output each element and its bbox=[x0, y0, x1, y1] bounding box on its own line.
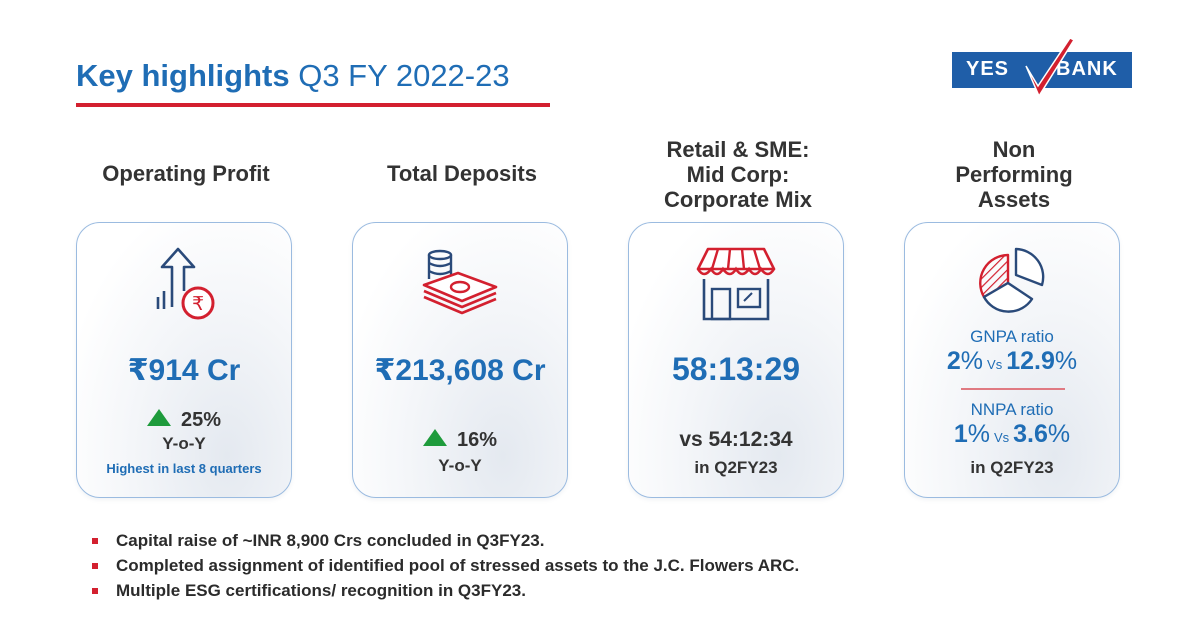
total-deposits-change-value: 16% bbox=[456, 429, 498, 451]
portfolio-mix-value: 58:13:29 bbox=[671, 351, 801, 387]
operating-profit-title: Operating Profit bbox=[102, 161, 270, 186]
nnpa-values: 1% Vs 3.6% bbox=[905, 420, 1119, 449]
npa-title: Non Performing Assets bbox=[894, 137, 1134, 212]
list-item: Capital raise of ~INR 8,900 Crs conclude… bbox=[92, 528, 799, 553]
operating-profit-change: 25% bbox=[77, 409, 291, 432]
total-deposits-period: Y-o-Y bbox=[438, 456, 482, 475]
bullet-square-icon bbox=[92, 538, 98, 544]
npa-title-line: Non bbox=[992, 137, 1036, 162]
gnpa-current-pct: % bbox=[960, 347, 984, 375]
page-title: Key highlights Q3 FY 2022-23 bbox=[76, 58, 510, 94]
storefront-icon bbox=[696, 247, 776, 321]
highlights-list: Capital raise of ~INR 8,900 Crs conclude… bbox=[92, 528, 799, 603]
total-deposits-title: Total Deposits bbox=[387, 161, 537, 186]
gnpa-values: 2% Vs 12.9% bbox=[905, 347, 1119, 376]
bullet-square-icon bbox=[92, 588, 98, 594]
bullet-square-icon bbox=[92, 563, 98, 569]
up-triangle-icon bbox=[422, 429, 447, 446]
pie-chart-icon bbox=[979, 247, 1045, 313]
operating-profit-period: Y-o-Y bbox=[162, 434, 206, 453]
gnpa-current: 2 bbox=[946, 347, 961, 375]
npa-divider bbox=[961, 388, 1065, 390]
portfolio-mix-title: Retail & SME: Mid Corp: Corporate Mix bbox=[618, 137, 858, 212]
npa-comparison-period: in Q2FY23 bbox=[970, 458, 1054, 477]
portfolio-mix-title-line: Corporate Mix bbox=[664, 187, 812, 212]
operating-profit-value: ₹914 Cr bbox=[127, 354, 241, 387]
list-item: Completed assignment of identified pool … bbox=[92, 553, 799, 578]
npa-title-line: Performing bbox=[955, 162, 1073, 187]
yes-bank-logo: YES BANK bbox=[952, 36, 1134, 100]
list-item-text: Completed assignment of identified pool … bbox=[116, 556, 800, 575]
gnpa-previous: 12.9 bbox=[1006, 347, 1055, 375]
npa-title-line: Assets bbox=[977, 187, 1051, 212]
gnpa-label: GNPA ratio bbox=[970, 327, 1054, 346]
list-item-text: Multiple ESG certifications/ recognition… bbox=[116, 581, 526, 600]
rupee-growth-arrow-icon: ₹ bbox=[156, 247, 215, 320]
npa-card: GNPA ratio 2% Vs 12.9% NNPA ratio 1% Vs 3.6%… bbox=[904, 222, 1120, 498]
list-item-text: Capital raise of ~INR 8,900 Crs conclude… bbox=[116, 531, 545, 550]
gnpa-vs: Vs bbox=[987, 357, 1003, 372]
nnpa-label: NNPA ratio bbox=[970, 400, 1054, 419]
operating-profit-change-value: 25% bbox=[180, 409, 222, 431]
total-deposits-card: ₹213,608 Cr 16% Y-o-Y bbox=[352, 222, 568, 498]
title-underline bbox=[76, 103, 550, 107]
nnpa-previous: 3.6 bbox=[1013, 420, 1048, 448]
list-item: Multiple ESG certifications/ recognition… bbox=[92, 578, 799, 603]
gnpa-previous-pct: % bbox=[1054, 347, 1078, 375]
page-title-bold: Key highlights bbox=[76, 58, 290, 93]
nnpa-previous-pct: % bbox=[1047, 420, 1071, 448]
total-deposits-change: 16% bbox=[353, 429, 567, 452]
page-title-period: Q3 FY 2022-23 bbox=[298, 58, 510, 93]
logo-text-left: YES bbox=[966, 58, 1010, 80]
nnpa-vs: Vs bbox=[993, 430, 1010, 445]
svg-text:₹: ₹ bbox=[192, 293, 204, 315]
portfolio-mix-card: 58:13:29 vs 54:12:34 in Q2FY23 bbox=[628, 222, 844, 498]
logo-checkmark-icon bbox=[1025, 37, 1076, 98]
cash-stack-icon bbox=[422, 249, 498, 315]
portfolio-mix-title-line: Retail & SME: bbox=[666, 137, 810, 162]
up-triangle-icon bbox=[146, 409, 171, 426]
portfolio-mix-comparison-period: in Q2FY23 bbox=[694, 458, 778, 477]
nnpa-current-pct: % bbox=[967, 420, 990, 448]
logo-text-right: BANK bbox=[1056, 58, 1118, 80]
operating-profit-card: ₹ ₹914 Cr 25% Y-o-Y Highest in last 8 qu… bbox=[76, 222, 292, 498]
portfolio-mix-comparison: vs 54:12:34 bbox=[679, 428, 793, 451]
operating-profit-note: Highest in last 8 quarters bbox=[106, 461, 262, 476]
nnpa-current: 1 bbox=[953, 420, 968, 448]
portfolio-mix-title-line: Mid Corp: bbox=[686, 162, 790, 187]
total-deposits-value: ₹213,608 Cr bbox=[374, 354, 546, 387]
